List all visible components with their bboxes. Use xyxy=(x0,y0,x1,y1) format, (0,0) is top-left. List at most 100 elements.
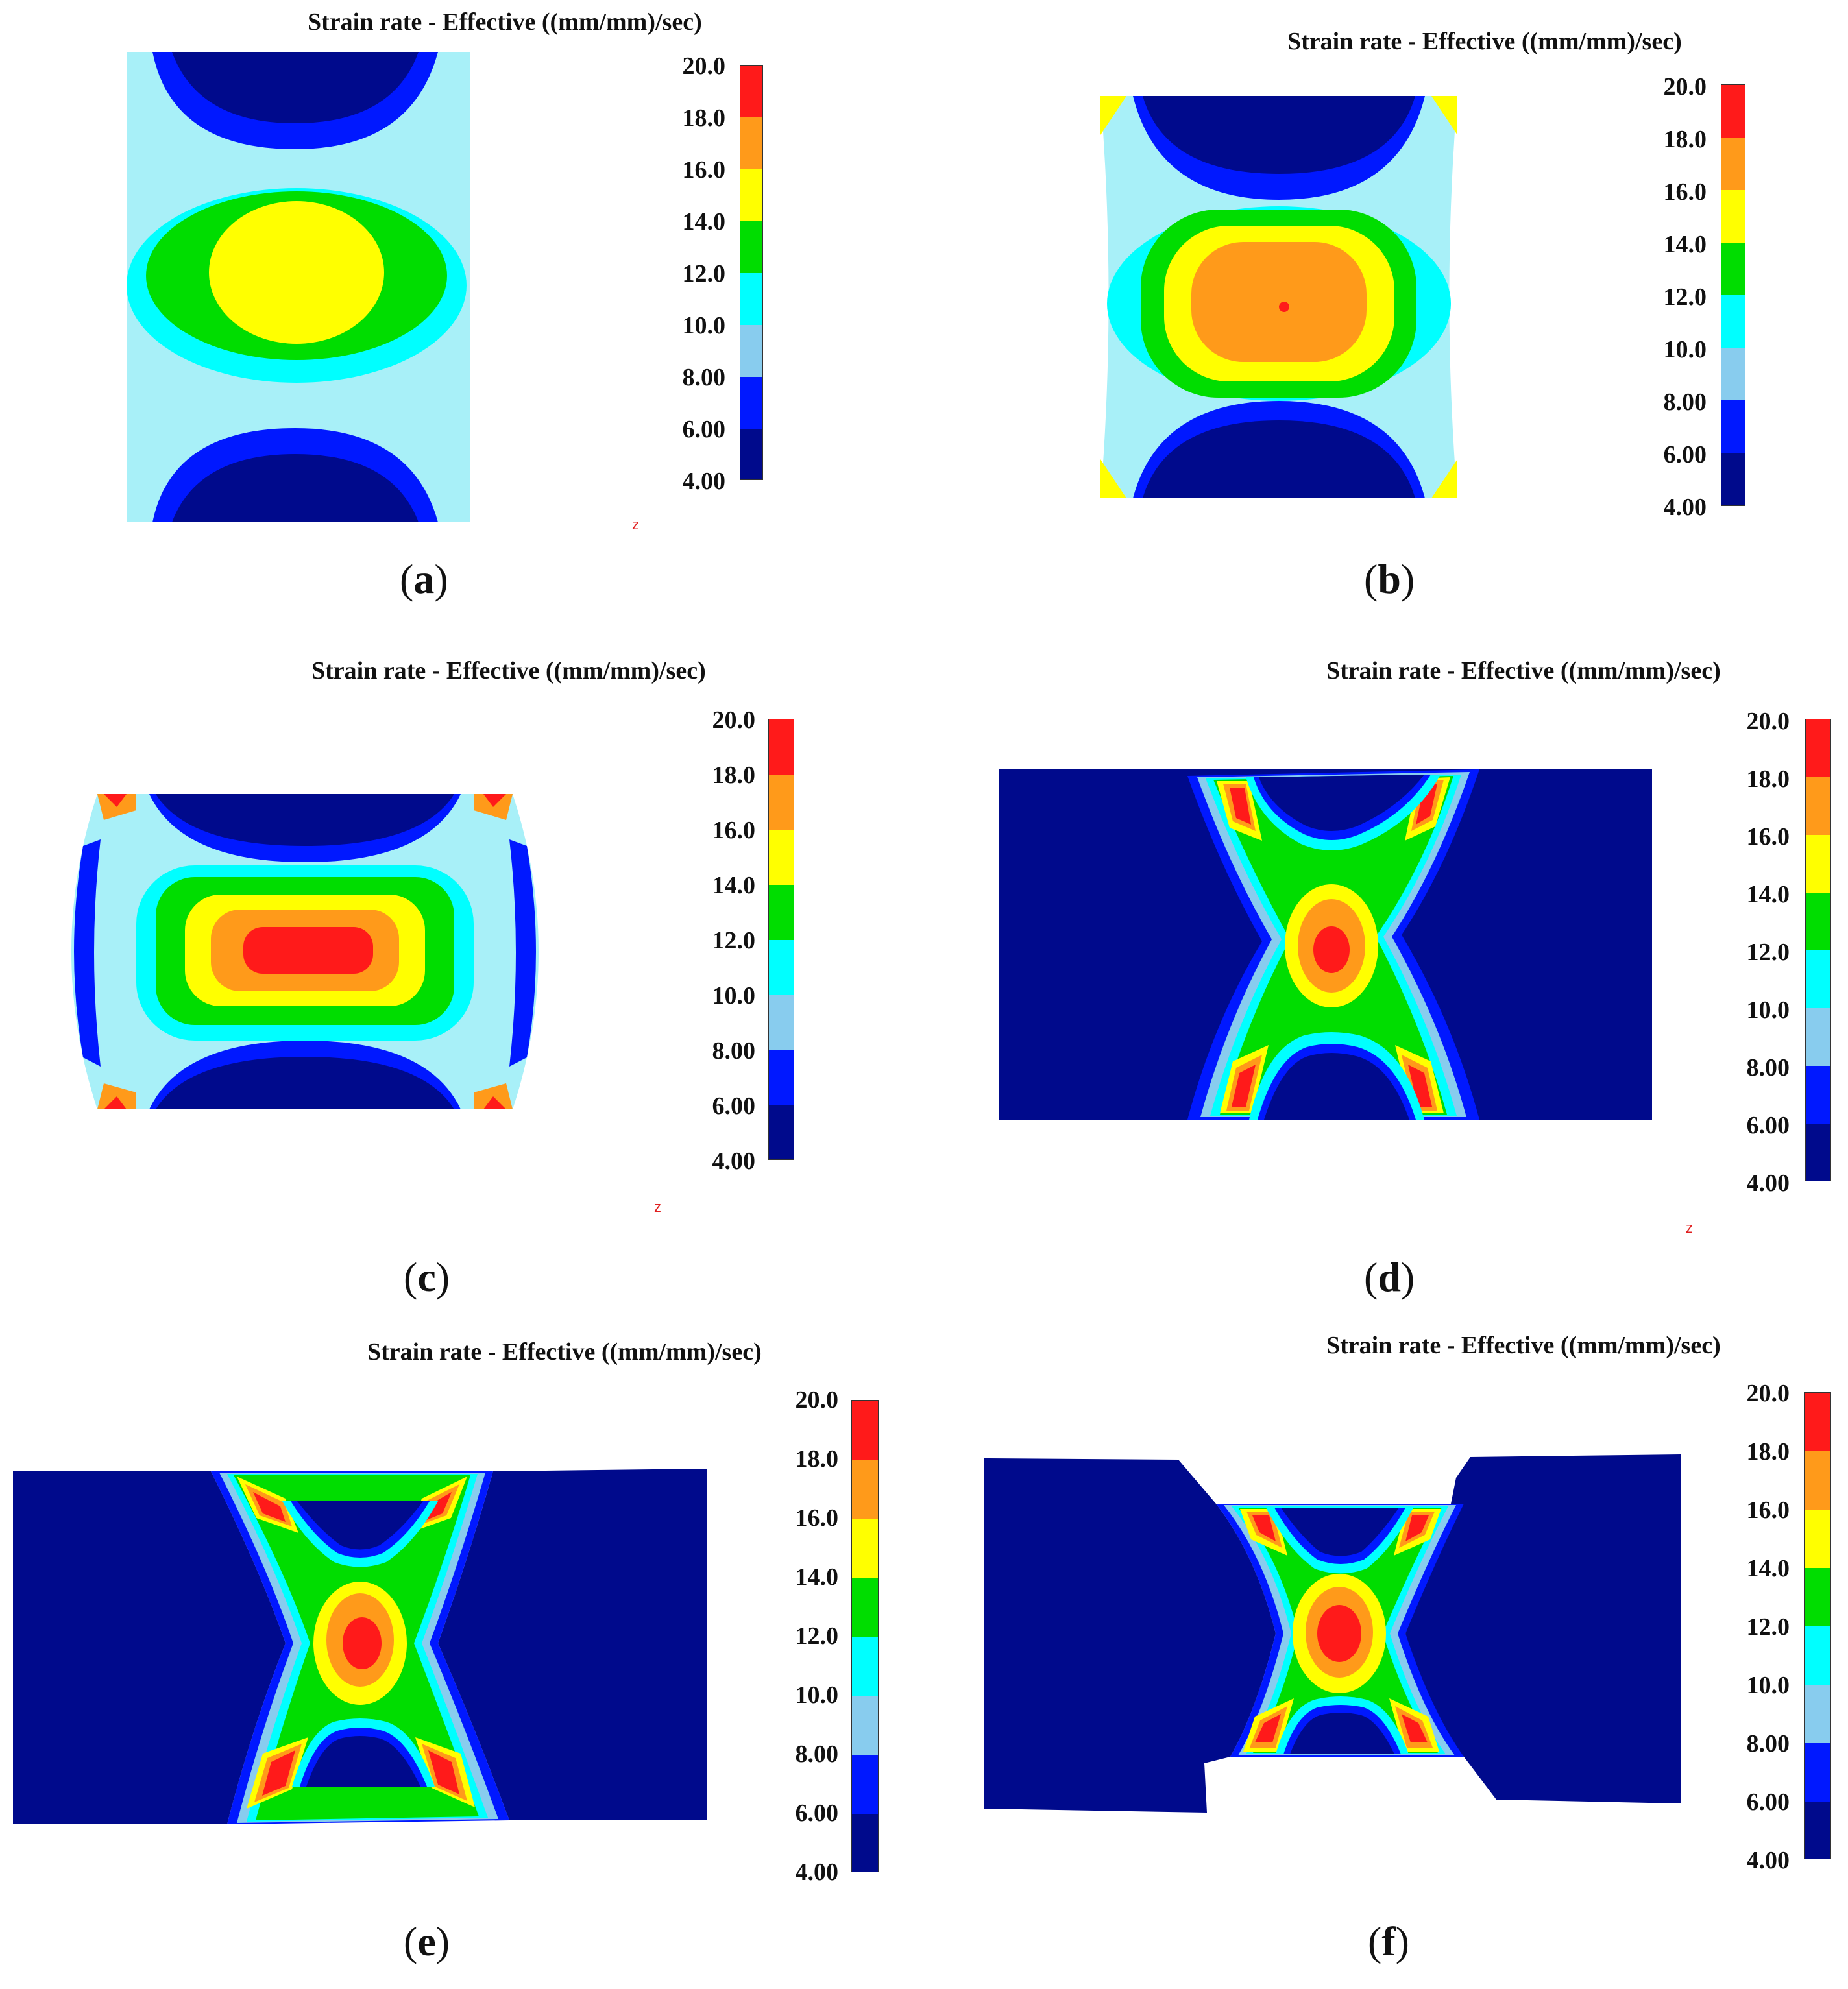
tick-label: 18.0 xyxy=(795,1445,839,1473)
colorbar-segment xyxy=(740,325,762,377)
colorbar-segment xyxy=(1806,893,1830,950)
tick-label: 20.0 xyxy=(1746,1380,1790,1407)
tick-label: 14.0 xyxy=(1663,231,1707,258)
colorbar-segment xyxy=(769,995,794,1050)
tick-label: 10.0 xyxy=(712,982,756,1009)
colorbar-segment xyxy=(1805,1451,1830,1510)
colorbar-segment xyxy=(769,1105,794,1159)
colorbar-segment xyxy=(740,377,762,429)
tick-label: 12.0 xyxy=(712,927,756,954)
tick-label: 10.0 xyxy=(682,312,726,339)
legend-title: Strain rate - Effective ((mm/mm)/sec) xyxy=(308,8,702,36)
colorbar xyxy=(851,1400,879,1872)
tick-label: 6.00 xyxy=(682,416,726,443)
tick-label: 14.0 xyxy=(795,1563,839,1591)
panel-label: (b) xyxy=(1364,556,1415,602)
colorbar-segment xyxy=(740,221,762,273)
colorbar-segment xyxy=(769,830,794,885)
colorbar-segment xyxy=(740,66,762,117)
tick-label: 12.0 xyxy=(1663,283,1707,311)
contour-plot-c xyxy=(71,794,539,1109)
legend-title: Strain rate - Effective ((mm/mm)/sec) xyxy=(1287,28,1682,55)
panel-label: (a) xyxy=(400,556,448,602)
colorbar-segment xyxy=(1721,190,1745,243)
contour-plot-e xyxy=(13,1469,707,1824)
colorbar-segment xyxy=(740,273,762,325)
colorbar-segment xyxy=(1805,1568,1830,1626)
colorbar xyxy=(768,719,794,1160)
tick-label: 6.00 xyxy=(795,1800,839,1827)
colorbar-segment xyxy=(1805,1743,1830,1802)
contour-plot-d xyxy=(999,769,1652,1120)
tick-label: 20.0 xyxy=(682,53,726,80)
tick-label: 12.0 xyxy=(682,260,726,287)
tick-label: 16.0 xyxy=(1746,1497,1790,1524)
tick-label: 8.00 xyxy=(1663,389,1707,416)
colorbar-ticks: 20.0 18.0 16.0 14.0 12.0 10.0 8.00 6.00 … xyxy=(649,52,726,506)
colorbar-ticks: 20.0 18.0 16.0 14.0 12.0 10.0 8.00 6.00 … xyxy=(1630,73,1707,527)
colorbar-segment xyxy=(1805,1510,1830,1568)
legend-title: Strain rate - Effective ((mm/mm)/sec) xyxy=(311,657,706,684)
colorbar-segment xyxy=(852,1637,878,1696)
tick-label: 12.0 xyxy=(795,1622,839,1650)
contour-plot-a xyxy=(127,52,470,522)
colorbar-segment xyxy=(769,940,794,995)
panel-label: (e) xyxy=(404,1918,450,1964)
colorbar-segment xyxy=(769,775,794,830)
legend-title: Strain rate - Effective ((mm/mm)/sec) xyxy=(1326,1332,1721,1359)
tick-label: 6.00 xyxy=(1746,1789,1790,1816)
colorbar-ticks: 20.0 18.0 16.0 14.0 12.0 10.0 8.00 6.00 … xyxy=(679,706,756,1186)
colorbar-segment xyxy=(1805,1393,1830,1451)
tick-label: 16.0 xyxy=(1746,823,1790,850)
axis-marker-z: z xyxy=(654,1199,661,1215)
colorbar-segment xyxy=(1721,295,1745,348)
colorbar-segment xyxy=(769,1050,794,1105)
colorbar-segment xyxy=(1805,1626,1830,1685)
colorbar-segment xyxy=(852,1696,878,1755)
tick-label: 8.00 xyxy=(712,1037,756,1065)
colorbar-segment xyxy=(852,1460,878,1519)
tick-label: 8.00 xyxy=(1746,1730,1790,1757)
colorbar-segment xyxy=(1721,138,1745,190)
axis-marker-z: z xyxy=(1686,1220,1693,1236)
colorbar xyxy=(1721,84,1745,506)
colorbar xyxy=(1804,1392,1831,1859)
tick-label: 10.0 xyxy=(1746,996,1790,1024)
tick-label: 8.00 xyxy=(1746,1054,1790,1081)
colorbar-segment xyxy=(1805,1685,1830,1743)
colorbar xyxy=(740,65,763,480)
tick-label: 20.0 xyxy=(1746,708,1790,735)
tick-label: 4.00 xyxy=(1746,1847,1790,1874)
tick-label: 16.0 xyxy=(1663,178,1707,206)
tick-label: 14.0 xyxy=(712,872,756,899)
tick-label: 20.0 xyxy=(1663,73,1707,101)
colorbar-segment xyxy=(769,719,794,775)
tick-label: 20.0 xyxy=(795,1386,839,1414)
tick-label: 18.0 xyxy=(712,762,756,789)
colorbar-segment xyxy=(852,1519,878,1578)
tick-label: 10.0 xyxy=(1663,336,1707,363)
tick-label: 6.00 xyxy=(1663,441,1707,468)
tick-label: 4.00 xyxy=(682,468,726,495)
tick-label: 4.00 xyxy=(712,1148,756,1175)
tick-label: 20.0 xyxy=(712,706,756,734)
tick-label: 12.0 xyxy=(1746,1613,1790,1641)
tick-label: 14.0 xyxy=(682,208,726,235)
tick-label: 8.00 xyxy=(682,364,726,391)
colorbar-segment xyxy=(1721,85,1745,138)
colorbar-segment xyxy=(1806,835,1830,893)
colorbar-segment xyxy=(852,1814,878,1872)
tick-label: 16.0 xyxy=(712,817,756,844)
tick-label: 14.0 xyxy=(1746,1555,1790,1582)
colorbar-segment xyxy=(740,117,762,169)
colorbar-segment xyxy=(852,1755,878,1814)
colorbar-segment xyxy=(1806,1008,1830,1066)
colorbar-segment xyxy=(1721,348,1745,400)
colorbar-ticks: 20.0 18.0 16.0 14.0 12.0 10.0 8.00 6.00 … xyxy=(1713,1379,1790,1898)
tick-label: 8.00 xyxy=(795,1741,839,1768)
colorbar-segment xyxy=(740,169,762,221)
colorbar-segment xyxy=(852,1578,878,1637)
panel-label: (c) xyxy=(404,1254,450,1300)
panel-label: (f) xyxy=(1368,1918,1409,1964)
colorbar-segment xyxy=(1721,400,1745,453)
